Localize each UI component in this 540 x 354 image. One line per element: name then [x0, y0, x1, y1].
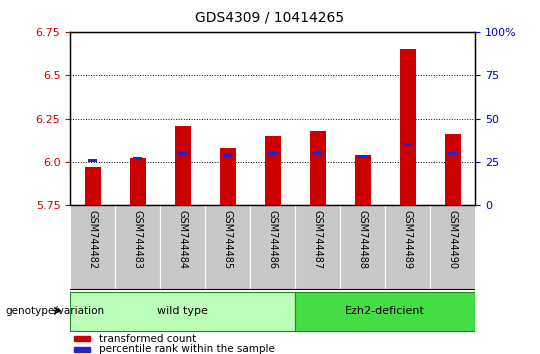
Bar	[445, 134, 461, 205]
Bar	[205, 205, 250, 290]
Text: wild type: wild type	[157, 306, 208, 316]
Bar	[295, 292, 475, 331]
Bar	[400, 49, 416, 205]
Bar	[448, 152, 457, 155]
Text: GSM744486: GSM744486	[268, 210, 278, 269]
Bar	[430, 205, 475, 290]
Bar	[250, 205, 295, 290]
Bar	[295, 205, 340, 290]
Text: GSM744485: GSM744485	[222, 210, 233, 269]
Bar	[133, 157, 142, 160]
Text: GSM744489: GSM744489	[403, 210, 413, 269]
Text: genotype/variation: genotype/variation	[5, 306, 105, 316]
Bar	[310, 131, 326, 205]
Text: GSM744484: GSM744484	[178, 210, 188, 269]
Bar	[85, 167, 100, 205]
Bar	[70, 205, 115, 290]
Bar	[268, 152, 277, 155]
Bar	[224, 153, 232, 156]
Text: GSM744488: GSM744488	[357, 210, 368, 269]
Bar	[265, 136, 281, 205]
Bar	[70, 292, 295, 331]
Bar	[178, 152, 187, 155]
Bar	[220, 148, 235, 205]
Bar	[75, 336, 91, 341]
Text: transformed count: transformed count	[99, 333, 196, 344]
Text: GSM744482: GSM744482	[87, 210, 98, 269]
Text: GDS4309 / 10414265: GDS4309 / 10414265	[195, 11, 345, 25]
Text: percentile rank within the sample: percentile rank within the sample	[99, 344, 274, 354]
Bar	[75, 347, 91, 352]
Text: GSM744490: GSM744490	[448, 210, 458, 269]
Bar	[130, 159, 146, 205]
Bar	[115, 205, 160, 290]
Bar	[175, 126, 191, 205]
Text: Ezh2-deficient: Ezh2-deficient	[345, 306, 425, 316]
Bar	[313, 152, 322, 155]
Bar	[359, 155, 367, 158]
Bar	[355, 155, 370, 205]
Text: GSM744487: GSM744487	[313, 210, 323, 269]
Bar	[160, 205, 205, 290]
Text: GSM744483: GSM744483	[133, 210, 143, 269]
Bar	[403, 143, 412, 146]
Bar	[89, 159, 97, 162]
Bar	[340, 205, 385, 290]
Bar	[385, 205, 430, 290]
